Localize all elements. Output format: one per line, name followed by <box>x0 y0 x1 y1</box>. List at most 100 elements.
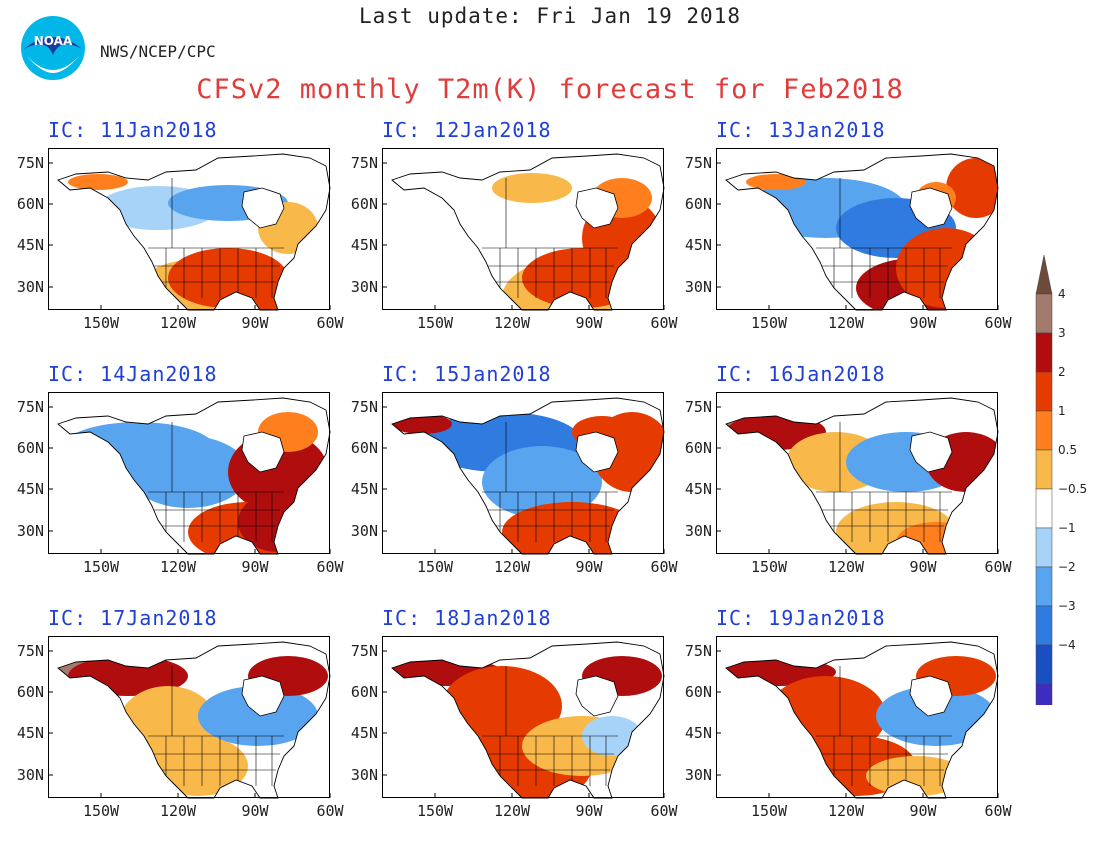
lat-label: 75N <box>351 642 378 660</box>
colorbar-segment <box>1035 527 1053 568</box>
lon-label: 150W <box>83 314 120 332</box>
lon-label: 120W <box>828 314 865 332</box>
lat-label: 30N <box>351 522 378 540</box>
lon-label: 120W <box>160 802 197 820</box>
colorbar-segment <box>1035 410 1053 451</box>
coastline <box>391 397 665 555</box>
colorbar-label: 1 <box>1058 404 1066 418</box>
logo-text: NOAA <box>34 34 73 48</box>
hudson-bay <box>909 187 953 229</box>
lat-label: 30N <box>685 766 712 784</box>
colorbar-segment <box>1035 332 1053 373</box>
colorbar-label: −2 <box>1058 560 1076 574</box>
colorbar-label: 0.5 <box>1058 443 1077 457</box>
coastline <box>391 153 665 311</box>
colorbar: 4 3 2 1 0.5 −0.5 −1 −2 −3 −4 <box>1035 255 1087 705</box>
lon-label: 90W <box>575 314 603 332</box>
forecast-map: 75N 60N 45N 30N 150W 120W 90W 60W <box>685 636 1013 820</box>
lat-label: 75N <box>17 642 44 660</box>
forecast-map: 75N 60N 45N 30N 150W 120W 90W 60W <box>351 636 679 820</box>
lon-label: 150W <box>83 802 120 820</box>
lat-label: 45N <box>17 480 44 498</box>
lon-label: 60W <box>316 802 344 820</box>
lon-label: 120W <box>494 558 531 576</box>
lon-label: 60W <box>984 558 1012 576</box>
colorbar-segment <box>1035 683 1053 705</box>
coastline <box>57 641 331 799</box>
anomaly-region <box>128 436 248 508</box>
colorbar-label: 3 <box>1058 326 1066 340</box>
lat-label: 75N <box>351 398 378 416</box>
state-borders <box>482 666 618 786</box>
colorbar-label: 2 <box>1058 365 1066 379</box>
forecast-map: 75N 60N 45N 30N 150W 120W 90W 60W <box>351 392 679 576</box>
colorbar-label: −1 <box>1058 521 1076 535</box>
lon-label: 120W <box>828 558 865 576</box>
lon-label: 60W <box>650 314 678 332</box>
lat-label: 75N <box>17 398 44 416</box>
lat-label: 45N <box>17 724 44 742</box>
lon-label: 150W <box>417 558 454 576</box>
lat-label: 60N <box>17 195 44 213</box>
state-borders <box>816 666 952 786</box>
lat-label: 75N <box>351 154 378 172</box>
map-frame <box>48 148 330 310</box>
lon-label: 120W <box>160 314 197 332</box>
lon-label: 60W <box>650 802 678 820</box>
lat-label: 30N <box>17 766 44 784</box>
lat-label: 60N <box>351 195 378 213</box>
colorbar-segment <box>1035 566 1053 607</box>
lat-label: 60N <box>685 439 712 457</box>
coastline <box>725 641 999 799</box>
coastline <box>57 397 331 555</box>
lat-label: 30N <box>351 766 378 784</box>
lat-label: 30N <box>351 278 378 296</box>
hudson-bay <box>241 675 285 717</box>
state-borders <box>482 178 618 298</box>
panel-title: IC: 18Jan2018 <box>382 606 552 630</box>
forecast-map: 75N 60N 45N 30N 150W 120W 90W 60W <box>685 148 1013 332</box>
anomaly-region <box>492 173 572 203</box>
anomaly-region <box>746 174 806 190</box>
state-borders <box>148 666 284 786</box>
lon-label: 60W <box>650 558 678 576</box>
colorbar-segment <box>1035 488 1053 529</box>
lon-label: 120W <box>494 802 531 820</box>
forecast-map: 75N 60N 45N 30N 150W 120W 90W 60W <box>17 636 345 820</box>
lat-label: 45N <box>685 724 712 742</box>
lat-label: 60N <box>17 439 44 457</box>
coastline <box>725 397 999 555</box>
anomaly-region <box>876 686 996 746</box>
anomaly-region <box>412 176 472 192</box>
lon-label: 120W <box>160 558 197 576</box>
colorbar-segment <box>1035 605 1053 646</box>
hudson-bay <box>909 675 953 717</box>
coastline <box>725 153 999 311</box>
colorbar-label: −3 <box>1058 599 1076 613</box>
lat-label: 30N <box>17 522 44 540</box>
panel-title: IC: 13Jan2018 <box>716 118 886 142</box>
forecast-map: 75N 60N 45N 30N 150W 120W 90W 60W <box>17 148 345 332</box>
lon-label: 90W <box>575 802 603 820</box>
forecast-map: 75N 60N 45N 30N 150W 120W 90W 60W <box>17 392 345 576</box>
panel-title: IC: 15Jan2018 <box>382 362 552 386</box>
panel-title: IC: 11Jan2018 <box>48 118 218 142</box>
panel-title: IC: 16Jan2018 <box>716 362 886 386</box>
lon-label: 150W <box>417 314 454 332</box>
hudson-bay <box>909 431 953 473</box>
lon-label: 150W <box>751 802 788 820</box>
lon-label: 60W <box>316 314 344 332</box>
lon-label: 150W <box>751 558 788 576</box>
lon-label: 120W <box>828 802 865 820</box>
anomaly-region <box>68 174 128 190</box>
lat-label: 45N <box>17 236 44 254</box>
hudson-bay <box>575 187 619 229</box>
lon-label: 150W <box>83 558 120 576</box>
noaa-logo: NOAA <box>20 15 86 81</box>
forecast-map: 75N 60N 45N 30N 150W 120W 90W 60W <box>685 392 1013 576</box>
coastline <box>391 641 665 799</box>
hudson-bay <box>241 431 285 473</box>
panel-title: IC: 12Jan2018 <box>382 118 552 142</box>
lon-label: 150W <box>417 802 454 820</box>
colorbar-segment <box>1035 449 1053 490</box>
